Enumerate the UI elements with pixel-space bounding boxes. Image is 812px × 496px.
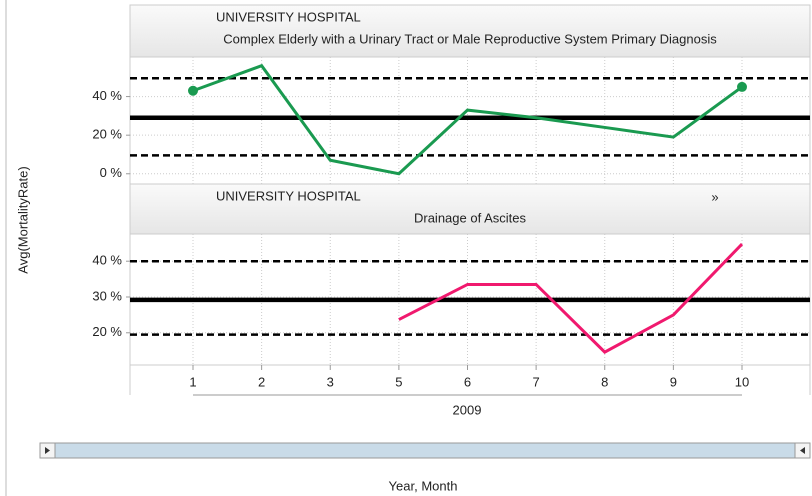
x-tick-label: 5 (395, 374, 402, 389)
x-tick-label: 7 (533, 374, 540, 389)
x-tick-label: 8 (601, 374, 608, 389)
panel-subtitle: Drainage of Ascites (414, 210, 527, 225)
y-axis-label: Avg(MortalityRate) (15, 166, 30, 273)
x-tick-label: 2 (258, 374, 265, 389)
panel-title: UNIVERSITY HOSPITAL (216, 9, 361, 24)
panel-header (129, 183, 811, 235)
x-tick-label: 1 (189, 374, 196, 389)
y-tick-label: 20 % (92, 127, 122, 142)
x-group-label: 2009 (453, 402, 482, 417)
x-tick-label: 6 (464, 374, 471, 389)
data-point (737, 81, 747, 92)
x-tick-label: 9 (670, 374, 677, 389)
y-tick-label: 40 % (92, 88, 122, 103)
data-line (398, 242, 744, 354)
arrow-icon (45, 447, 50, 454)
y-tick-label: 40 % (92, 253, 122, 268)
y-tick-label: 0 % (100, 165, 123, 180)
x-axis-label: Year, Month (389, 478, 458, 493)
panel-title: UNIVERSITY HOSPITAL (216, 188, 361, 203)
y-tick-label: 20 % (92, 324, 122, 339)
arrow-icon (800, 447, 805, 454)
data-line (192, 63, 743, 176)
x-tick-label: 10 (735, 374, 749, 389)
expand-icon[interactable]: » (711, 189, 718, 204)
panel-subtitle: Complex Elderly with a Urinary Tract or … (223, 31, 717, 46)
x-tick-label: 3 (327, 374, 334, 389)
scrollbar[interactable] (39, 442, 811, 459)
y-tick-label: 30 % (92, 288, 122, 303)
data-point (188, 85, 198, 96)
